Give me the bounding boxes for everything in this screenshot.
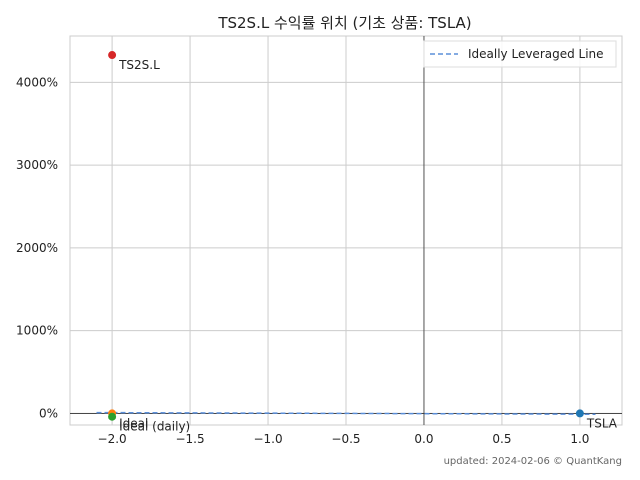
- point-label-tsla: TSLA: [586, 416, 618, 430]
- x-tick-label-4: 0.0: [414, 432, 433, 446]
- point-label-ts2s-l: TS2S.L: [118, 58, 160, 72]
- x-tick-label-1: −1.5: [175, 432, 204, 446]
- x-tick-label-3: −0.5: [331, 432, 360, 446]
- y-tick-label-4: 4000%: [16, 75, 58, 89]
- point-ts2s-l: [108, 51, 117, 60]
- point-ideal-daily: [108, 412, 117, 421]
- footer-updated-credit: updated: 2024-02-06 © QuantKang: [444, 456, 622, 467]
- x-tick-label-2: −1.0: [253, 432, 282, 446]
- x-tick-label-0: −2.0: [98, 432, 127, 446]
- x-tick-label-5: 0.5: [492, 432, 511, 446]
- ideally-leveraged-line: [96, 411, 596, 415]
- point-label-ideal: Ideal: [119, 416, 148, 430]
- legend: Ideally Leveraged Line: [423, 40, 617, 68]
- y-tick-label-1: 1000%: [16, 324, 58, 338]
- point-label-ideal-daily: Ideal (daily): [119, 420, 190, 434]
- tick-labels-layer: −2.0 −1.5 −1.0 −0.5 0.0 0.5 1.0 0% 1000% 2000% 300…: [16, 75, 589, 446]
- x-tick-label-6: 1.0: [570, 432, 589, 446]
- plot-frame: [69, 35, 623, 426]
- legend-label-ideally-leveraged-line: Ideally Leveraged Line: [468, 47, 604, 61]
- reference-line-layer: [96, 411, 596, 415]
- chart-title: TS2S.L 수익률 위치 (기초 상품: TSLA): [217, 14, 471, 32]
- point-tsla: [575, 409, 584, 418]
- y-tick-label-3: 3000%: [16, 158, 58, 172]
- y-tick-label-2: 2000%: [16, 241, 58, 255]
- y-tick-label-0: 0%: [39, 406, 58, 420]
